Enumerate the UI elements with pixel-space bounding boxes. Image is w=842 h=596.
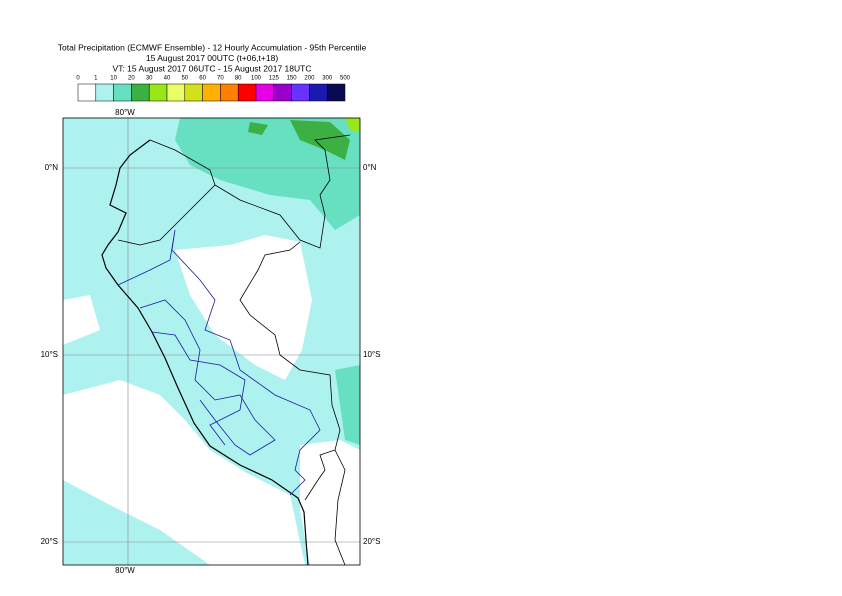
wet-east: [335, 365, 360, 445]
border-colombia: [214, 134, 351, 249]
legend-label: 30: [146, 76, 153, 82]
legend-label: 20: [128, 76, 135, 82]
legend-label: 150: [287, 76, 298, 82]
legend-swatch: [237, 83, 257, 102]
lon-label: 80°W: [115, 108, 135, 117]
legend-swatch: [273, 83, 292, 102]
regions: [139, 299, 276, 456]
lon-label: 80°W: [115, 566, 135, 575]
lat-label: 20°S: [363, 537, 380, 546]
legend-swatch: [148, 83, 168, 102]
dry-patch: [63, 295, 100, 345]
border-ecuador: [117, 139, 216, 246]
legend: 0 1 10 20 30 40 50 60 70 80 100 125 150 200 300 500: [76, 76, 351, 102]
border-peru-east: [239, 241, 341, 501]
dry-land: [175, 235, 312, 380]
legend-label: 1: [94, 76, 98, 82]
lat-label: 0°N: [45, 163, 59, 172]
heavy-north: [248, 122, 268, 135]
legend-swatch: [291, 83, 310, 102]
dry-ocean: [63, 380, 305, 565]
dry-southeast: [300, 440, 360, 565]
legend-swatch: [113, 83, 132, 102]
legend-swatch: [95, 83, 114, 102]
legend-label: 500: [340, 76, 351, 82]
map-frame: [62, 117, 361, 566]
legend-swatch: [77, 83, 97, 102]
legend-label: 80: [235, 76, 242, 82]
legend-label: 300: [322, 76, 333, 82]
lat-label: 10°S: [363, 350, 380, 359]
lat-label: 20°S: [41, 537, 58, 546]
title-line: 15 August 2017 00UTC (t+06,t+18): [146, 53, 278, 63]
legend-label: 200: [304, 76, 315, 82]
regions: [151, 331, 246, 446]
legend-label: 50: [181, 76, 188, 82]
legend-swatch: [184, 83, 203, 102]
legend-swatch: [309, 83, 328, 102]
legend-label: 40: [164, 76, 171, 82]
heavy-corner: [345, 118, 360, 132]
legend-label: 100: [251, 76, 262, 82]
legend-label: 125: [269, 76, 280, 82]
legend-label: 10: [110, 76, 117, 82]
heavy-northeast: [290, 120, 350, 160]
legend-swatch: [220, 83, 239, 102]
legend-swatch: [202, 83, 221, 102]
title-block: Total Precipitation (ECMWF Ensemble) - 1…: [58, 42, 367, 73]
border-bolivia: [334, 449, 346, 565]
legend-label: 70: [217, 76, 224, 82]
title-line: VT: 15 August 2017 06UTC - 15 August 201…: [113, 63, 312, 73]
coastline: [101, 139, 309, 565]
lat-label: 10°S: [41, 350, 58, 359]
lat-label: 0°N: [363, 163, 377, 172]
legend-label: 60: [199, 76, 206, 82]
legend-swatch: [131, 83, 150, 102]
legend-swatch: [255, 83, 275, 102]
legend-label: 0: [76, 76, 80, 82]
legend-swatch: [166, 83, 186, 102]
regions: [117, 229, 321, 496]
legend-swatch: [326, 83, 346, 102]
wet-north: [175, 118, 360, 230]
map: 80°W 80°W 0°N 0°N 10°S 10°S 20°S 20°S: [41, 108, 381, 575]
title-line: Total Precipitation (ECMWF Ensemble) - 1…: [58, 42, 367, 52]
